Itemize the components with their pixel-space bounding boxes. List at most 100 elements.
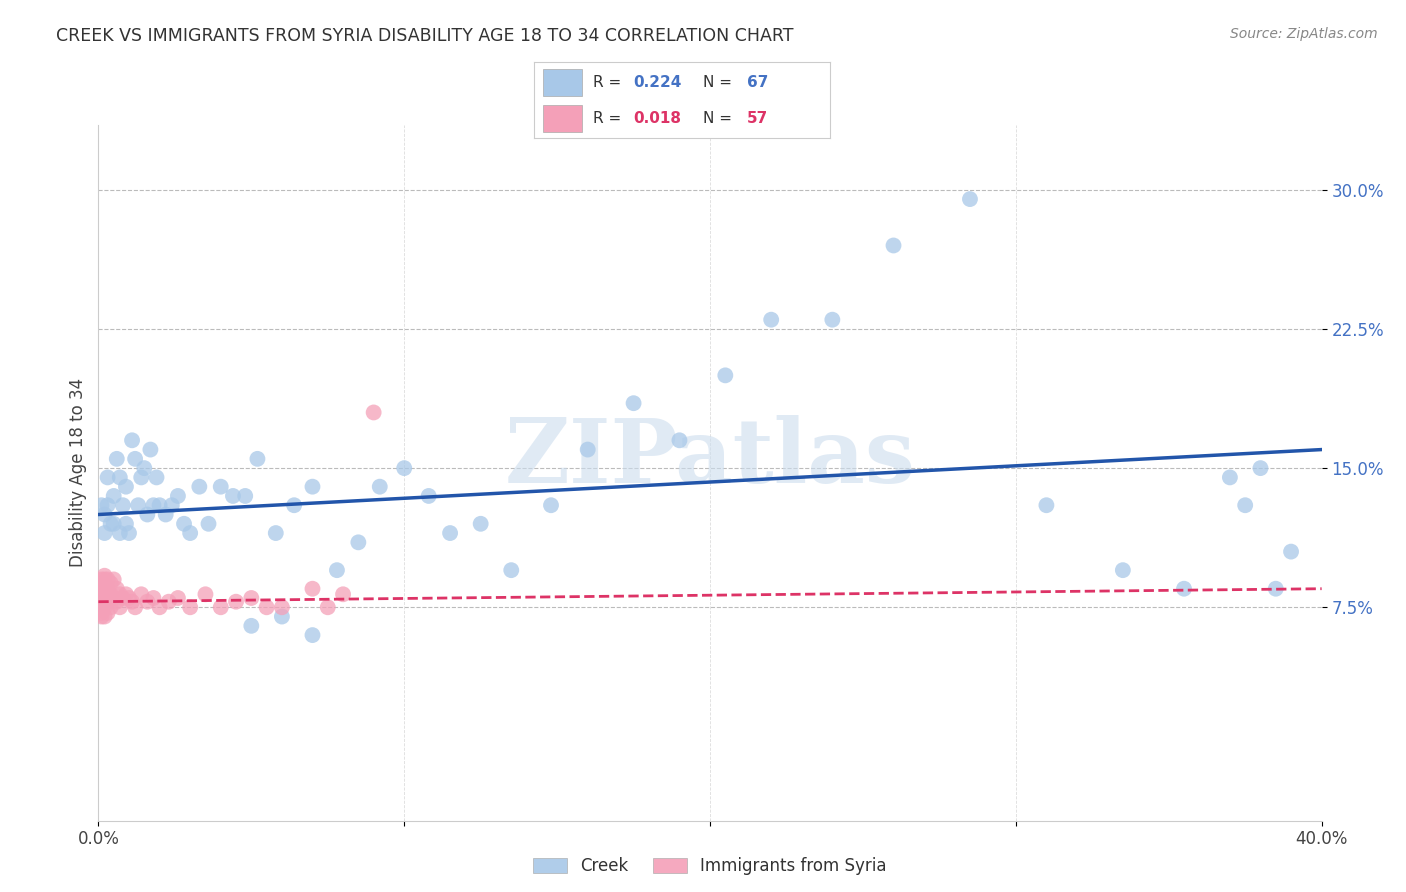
Point xyxy=(167,489,190,503)
Point xyxy=(222,489,245,503)
Point xyxy=(225,595,247,609)
Point xyxy=(240,591,263,605)
Point xyxy=(155,508,177,522)
Point xyxy=(90,573,112,587)
Point xyxy=(111,591,134,605)
Point xyxy=(93,587,115,601)
Text: N =: N = xyxy=(703,111,737,126)
Point xyxy=(326,563,349,577)
Point xyxy=(111,498,134,512)
Text: N =: N = xyxy=(703,75,737,90)
Point xyxy=(1035,498,1057,512)
Point xyxy=(136,508,159,522)
Point xyxy=(93,600,115,615)
Point xyxy=(93,573,115,587)
Point xyxy=(103,516,125,531)
Point xyxy=(115,480,138,494)
Point xyxy=(959,192,981,206)
Point xyxy=(188,480,211,494)
Point xyxy=(179,600,201,615)
Point xyxy=(90,591,112,605)
Text: 0.018: 0.018 xyxy=(633,111,681,126)
Point xyxy=(233,489,256,503)
Point xyxy=(124,451,146,466)
Point xyxy=(108,470,131,484)
Point xyxy=(124,600,146,615)
Point xyxy=(97,587,120,601)
Point xyxy=(90,600,112,615)
Point xyxy=(714,368,737,383)
Point xyxy=(90,582,112,596)
Point xyxy=(167,591,190,605)
Point xyxy=(270,600,292,615)
Point xyxy=(90,591,112,605)
Point xyxy=(134,461,156,475)
Text: R =: R = xyxy=(593,111,627,126)
Point xyxy=(103,573,125,587)
Point xyxy=(93,582,115,596)
Bar xyxy=(543,69,582,95)
Point xyxy=(173,516,195,531)
Point xyxy=(93,609,115,624)
Bar xyxy=(543,105,582,132)
Point xyxy=(90,609,112,624)
Text: CREEK VS IMMIGRANTS FROM SYRIA DISABILITY AGE 18 TO 34 CORRELATION CHART: CREEK VS IMMIGRANTS FROM SYRIA DISABILIT… xyxy=(56,27,794,45)
Point xyxy=(90,591,112,605)
Point xyxy=(108,526,131,541)
Point xyxy=(347,535,370,549)
Point xyxy=(332,587,354,601)
Point xyxy=(97,606,120,620)
Point xyxy=(240,619,263,633)
Point xyxy=(93,576,115,591)
Point xyxy=(197,516,219,531)
Point xyxy=(301,628,323,642)
Point xyxy=(90,600,112,615)
Point xyxy=(139,442,162,457)
Point xyxy=(1264,582,1286,596)
Point xyxy=(301,480,323,494)
Point xyxy=(668,434,690,448)
Point xyxy=(115,587,138,601)
Point xyxy=(270,609,292,624)
Point xyxy=(127,498,149,512)
Point xyxy=(129,470,152,484)
Point xyxy=(576,442,599,457)
Point xyxy=(142,591,165,605)
Point xyxy=(103,591,125,605)
Point xyxy=(283,498,305,512)
Point xyxy=(418,489,440,503)
Y-axis label: Disability Age 18 to 34: Disability Age 18 to 34 xyxy=(69,378,87,567)
Point xyxy=(115,516,138,531)
Point xyxy=(142,498,165,512)
Point xyxy=(105,595,128,609)
Point xyxy=(157,595,180,609)
Point xyxy=(1234,498,1257,512)
Point xyxy=(209,480,232,494)
Point xyxy=(108,587,131,601)
Point xyxy=(100,576,122,591)
Point xyxy=(194,587,217,601)
Point xyxy=(392,461,416,475)
Text: Source: ZipAtlas.com: Source: ZipAtlas.com xyxy=(1230,27,1378,41)
Point xyxy=(90,606,112,620)
Point xyxy=(149,600,172,615)
Point xyxy=(97,595,120,609)
Point xyxy=(97,498,120,512)
Point xyxy=(145,470,167,484)
Point xyxy=(105,451,128,466)
Point xyxy=(100,516,122,531)
Point xyxy=(1279,544,1302,558)
Point xyxy=(93,568,115,582)
Point xyxy=(97,582,120,596)
Point xyxy=(246,451,269,466)
Point xyxy=(129,587,152,601)
Point xyxy=(93,595,115,609)
Point xyxy=(90,582,112,596)
Text: 0.224: 0.224 xyxy=(633,75,682,90)
Point xyxy=(118,591,141,605)
Point xyxy=(623,396,645,410)
Point xyxy=(93,508,115,522)
Point xyxy=(821,312,844,326)
Point xyxy=(264,526,287,541)
Point xyxy=(179,526,201,541)
